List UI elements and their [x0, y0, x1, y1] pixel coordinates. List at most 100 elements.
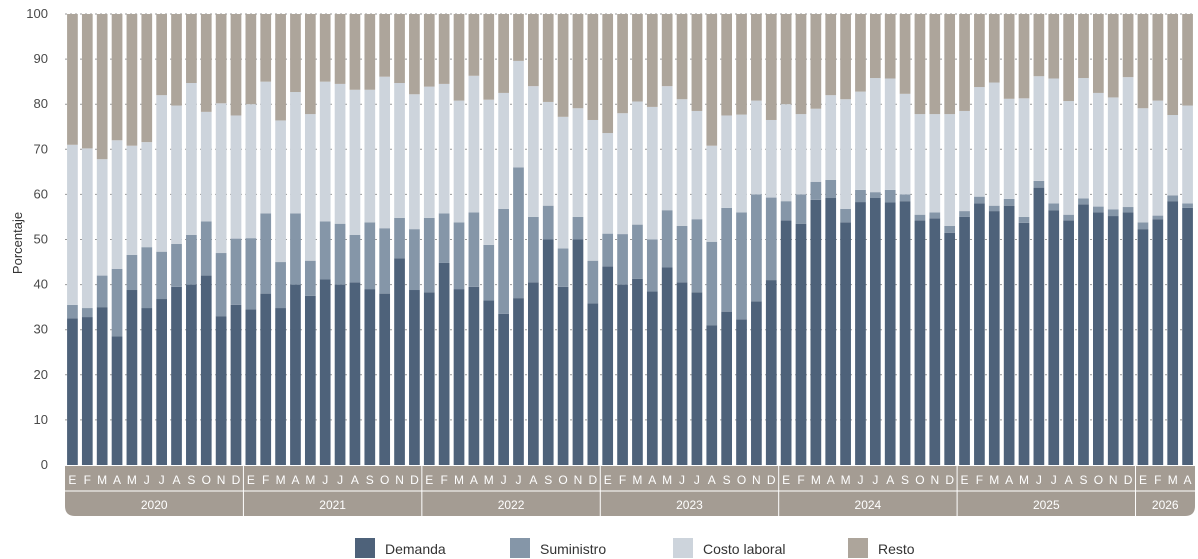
bar-segment-costo-laboral — [1048, 78, 1060, 204]
bar-segment-costo-laboral — [513, 60, 524, 168]
bar-segment-costo-laboral — [141, 142, 153, 248]
year-label: 2021 — [319, 498, 346, 512]
y-tick-label: 40 — [34, 277, 48, 292]
month-label: M — [127, 473, 137, 487]
bar-segment-resto — [200, 14, 212, 112]
month-label: E — [1139, 473, 1147, 487]
bar-segment-suministro — [855, 189, 866, 203]
bar-segment-demanda — [587, 303, 599, 465]
bar-segment-resto — [468, 14, 480, 76]
month-label: J — [144, 473, 150, 487]
bar-segment-resto — [587, 14, 599, 120]
bar-segment-costo-laboral — [1063, 101, 1074, 215]
bar-segment-resto — [899, 14, 911, 94]
bar-segment-costo-laboral — [394, 83, 405, 218]
month-label: E — [961, 473, 969, 487]
bar-segment-suministro — [230, 238, 242, 305]
bar-segment-resto — [349, 14, 361, 90]
bar-segment-demanda — [780, 220, 792, 465]
bar-segment-resto — [171, 14, 182, 106]
bar-segment-costo-laboral — [1137, 108, 1149, 223]
month-label: D — [945, 473, 954, 487]
bar-segment-resto — [959, 14, 970, 111]
bar-segment-suministro — [959, 211, 970, 217]
bar-segment-suministro — [453, 222, 465, 290]
bar-segment-resto — [334, 14, 346, 84]
bar-segment-demanda — [1063, 220, 1074, 465]
bar-segment-resto — [513, 14, 524, 61]
bar-segment-costo-laboral — [111, 140, 123, 269]
bar-segment-costo-laboral — [706, 145, 718, 242]
year-label: 2024 — [855, 498, 882, 512]
bar-segment-demanda — [572, 239, 584, 465]
year-label: 2025 — [1033, 498, 1060, 512]
bar-segment-resto — [483, 14, 495, 100]
bar-segment-suministro — [111, 268, 123, 337]
bar-segment-resto — [884, 14, 896, 79]
bar-segment-costo-laboral — [498, 92, 509, 209]
year-label: 2023 — [676, 498, 703, 512]
bar-segment-suministro — [810, 181, 822, 200]
bar-segment-suministro — [468, 212, 480, 287]
bar-segment-resto — [453, 14, 465, 101]
month-label: J — [322, 473, 328, 487]
legend-swatch-costo-laboral — [673, 538, 693, 558]
bar-segment-costo-laboral — [126, 145, 138, 255]
month-label: O — [737, 473, 746, 487]
bar-segment-costo-laboral — [676, 99, 688, 226]
y-tick-label: 90 — [34, 51, 48, 66]
bar-segment-costo-laboral — [468, 75, 480, 213]
month-label: F — [440, 473, 447, 487]
bar-segment-costo-laboral — [1167, 115, 1179, 196]
month-label: M — [97, 473, 107, 487]
bar-segment-costo-laboral — [423, 86, 435, 218]
bar-segment-suministro — [602, 233, 614, 267]
month-label: O — [558, 473, 567, 487]
bar-segment-demanda — [646, 291, 658, 465]
y-tick-label: 50 — [34, 232, 48, 247]
month-label: S — [366, 473, 374, 487]
bar-segment-costo-laboral — [1078, 78, 1089, 199]
bar-segment-demanda — [304, 295, 316, 466]
month-label: M — [1019, 473, 1029, 487]
bar-segment-costo-laboral — [855, 91, 866, 190]
bar-segment-resto — [736, 14, 747, 115]
bar-segment-costo-laboral — [810, 108, 822, 182]
bar-segment-suministro — [394, 217, 405, 259]
year-label: 2022 — [498, 498, 525, 512]
bar-segment-suministro — [676, 225, 688, 283]
bar-segment-costo-laboral — [275, 120, 286, 263]
bar-segment-demanda — [349, 282, 361, 465]
month-label: A — [113, 473, 121, 487]
bar-segment-resto — [944, 14, 956, 115]
bars — [67, 14, 1193, 466]
month-label: A — [827, 473, 835, 487]
month-label: A — [173, 473, 181, 487]
month-label: F — [84, 473, 91, 487]
bar-segment-resto — [721, 14, 732, 116]
bar-segment-demanda — [126, 290, 138, 465]
y-tick-label: 70 — [34, 141, 48, 156]
bar-segment-suministro — [304, 260, 316, 296]
month-label: S — [544, 473, 552, 487]
bar-segment-suministro — [1182, 203, 1193, 208]
bar-segment-costo-laboral — [780, 104, 792, 202]
bar-segment-suministro — [1093, 206, 1104, 213]
bar-segment-demanda — [706, 325, 718, 465]
bar-segment-demanda — [736, 319, 747, 465]
bar-segment-demanda — [1078, 204, 1089, 465]
bar-segment-suministro — [96, 275, 108, 308]
bar-segment-costo-laboral — [1093, 92, 1104, 207]
bar-segment-demanda — [1048, 210, 1060, 465]
bar-segment-demanda — [840, 222, 851, 465]
bar-segment-suministro — [1122, 207, 1134, 213]
bar-segment-resto — [1018, 14, 1030, 99]
bar-segment-resto — [67, 14, 78, 145]
bar-segment-suministro — [186, 234, 197, 285]
month-label: D — [1124, 473, 1133, 487]
legend-swatch-suministro — [510, 538, 530, 558]
bar-segment-suministro — [483, 244, 495, 301]
bar-segment-demanda — [171, 286, 182, 465]
bar-segment-resto — [260, 14, 272, 82]
